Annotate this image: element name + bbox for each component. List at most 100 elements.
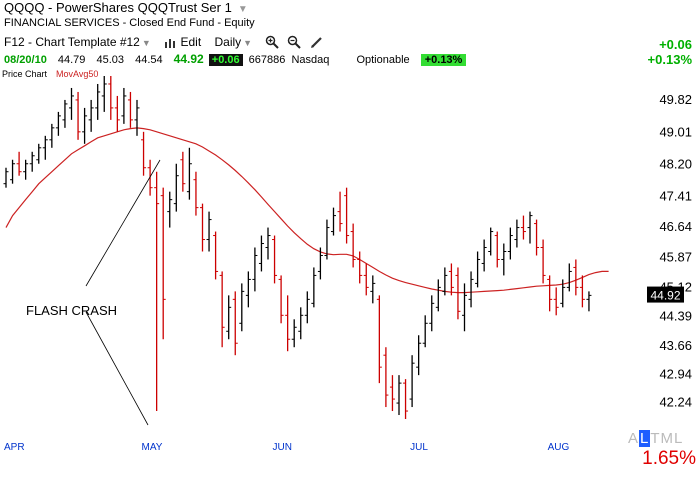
price-bar (553, 287, 559, 316)
symbol-title[interactable]: QQQQ - PowerShares QQQTrust Ser 1 (4, 0, 232, 15)
period-selector[interactable]: Daily ▼ (215, 35, 253, 49)
price-bar (416, 335, 422, 376)
template-dropdown-icon[interactable]: ▼ (141, 37, 151, 48)
price-bar (520, 215, 526, 240)
quote-high: 45.03 (96, 54, 125, 66)
price-bar (494, 231, 500, 268)
price-bar (481, 239, 487, 272)
zoom-out-button[interactable] (287, 34, 301, 49)
price-bar (101, 76, 107, 112)
price-bar (29, 151, 35, 172)
price-bar (252, 247, 258, 292)
price-bar (55, 111, 61, 136)
price-bar (560, 279, 566, 308)
price-bar (547, 275, 553, 312)
price-bar (488, 227, 494, 256)
price-bar (579, 275, 585, 308)
y-tick-label: 42.24 (659, 394, 692, 409)
price-bar (258, 235, 264, 272)
price-bar (540, 239, 546, 284)
optionable-label: Optionable (356, 54, 410, 66)
price-bar (88, 99, 94, 132)
price-bar (226, 295, 232, 340)
price-bar (95, 83, 101, 120)
price-bar (114, 95, 120, 132)
price-bar (409, 355, 415, 408)
price-bar (10, 159, 16, 184)
period-label: Daily (214, 34, 242, 49)
price-bar (3, 167, 9, 188)
price-bar (232, 291, 238, 356)
price-bar (501, 243, 507, 276)
price-bar (121, 87, 127, 124)
mode-l[interactable]: L (674, 430, 684, 447)
mode-t[interactable]: T (650, 430, 661, 447)
price-bar (455, 267, 461, 320)
flash-crash-annotation: FLASH CRASH (26, 303, 117, 318)
price-bar (363, 263, 369, 296)
y-tick-label: 45.87 (659, 250, 692, 265)
x-tick-label: MAY (142, 442, 163, 453)
chart-mode-selector[interactable]: ALTML (628, 430, 683, 447)
price-bar (435, 279, 441, 312)
price-bar (160, 187, 166, 340)
price-bar (16, 151, 22, 176)
price-bar (442, 267, 448, 296)
price-bar (383, 347, 389, 408)
y-tick-label: 47.41 (659, 188, 692, 203)
price-bar (186, 147, 192, 200)
price-bar (141, 131, 147, 176)
price-bar (272, 235, 278, 284)
price-bar (167, 191, 173, 228)
mode-m[interactable]: M (660, 430, 675, 447)
price-chart[interactable]: Price Chart MovAvg50 FLASH CRASH 49.82 49… (0, 68, 700, 477)
price-bar (350, 223, 356, 268)
legend-moving-average: MovAvg50 (56, 69, 98, 79)
price-bar (180, 151, 186, 192)
price-bar (357, 251, 363, 284)
price-bar (376, 295, 382, 384)
edit-label: Edit (180, 34, 202, 49)
price-bar (206, 211, 212, 252)
mode-l-selected[interactable]: L (639, 430, 651, 447)
price-bar (403, 379, 409, 420)
price-bar (573, 259, 579, 296)
last-price-box (647, 286, 684, 303)
y-tick-label: 43.66 (659, 338, 692, 353)
y-tick-label: 46.64 (659, 219, 692, 234)
y-tick-label: 44.39 (659, 309, 692, 324)
price-bar (304, 291, 310, 324)
mode-a[interactable]: A (628, 430, 640, 447)
price-bar (462, 283, 467, 332)
quote-low: 44.54 (135, 54, 163, 66)
price-bar (324, 219, 330, 260)
price-bar (219, 271, 225, 348)
x-tick-label: APR (4, 442, 25, 453)
price-chart-area[interactable]: Price Chart MovAvg50 FLASH CRASH 49.82 49… (0, 68, 700, 477)
symbol-title-row: QQQQ - PowerShares QQQTrust Ser 1 ▼ (4, 0, 248, 15)
price-bar (291, 319, 297, 348)
zoom-in-button[interactable] (265, 34, 280, 49)
industry-subtitle: FINANCIAL SERVICES - Closed End Fund - E… (4, 17, 255, 29)
y-tick-label: 49.01 (659, 124, 692, 139)
template-selector[interactable]: F12 - Chart Template #12 ▼ (4, 35, 151, 49)
x-tick-label: JUN (273, 442, 292, 453)
price-bar (62, 99, 68, 128)
price-bar (239, 283, 245, 332)
period-dropdown-icon[interactable]: ▼ (243, 37, 253, 48)
price-bar (69, 87, 74, 120)
zoom-out-icon (287, 35, 301, 49)
price-bar (396, 375, 402, 416)
quote-row: 08/20/10 44.79 45.03 44.54 44.92 +0.06 6… (4, 52, 474, 67)
title-dropdown-icon[interactable]: ▼ (237, 4, 248, 15)
edit-button[interactable]: Edit (164, 35, 201, 49)
price-bar (193, 171, 199, 216)
zoom-in-icon (266, 35, 280, 49)
price-bar (429, 295, 435, 332)
price-bar (147, 159, 153, 196)
price-bar (127, 91, 133, 128)
right-change-pct: +0.13% (647, 52, 692, 67)
price-bar (298, 307, 304, 340)
price-bar (317, 247, 323, 280)
draw-button[interactable] (310, 34, 324, 49)
